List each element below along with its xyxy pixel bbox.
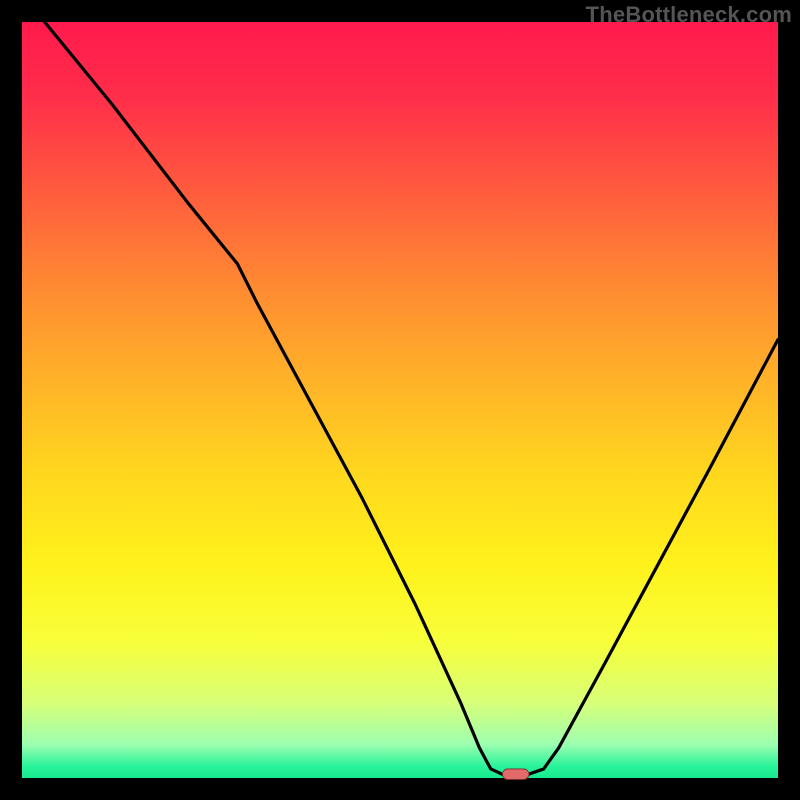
bottleneck-chart (0, 0, 800, 800)
optimal-marker (502, 769, 528, 780)
watermark-text: TheBottleneck.com (586, 2, 792, 28)
chart-stage: TheBottleneck.com (0, 0, 800, 800)
